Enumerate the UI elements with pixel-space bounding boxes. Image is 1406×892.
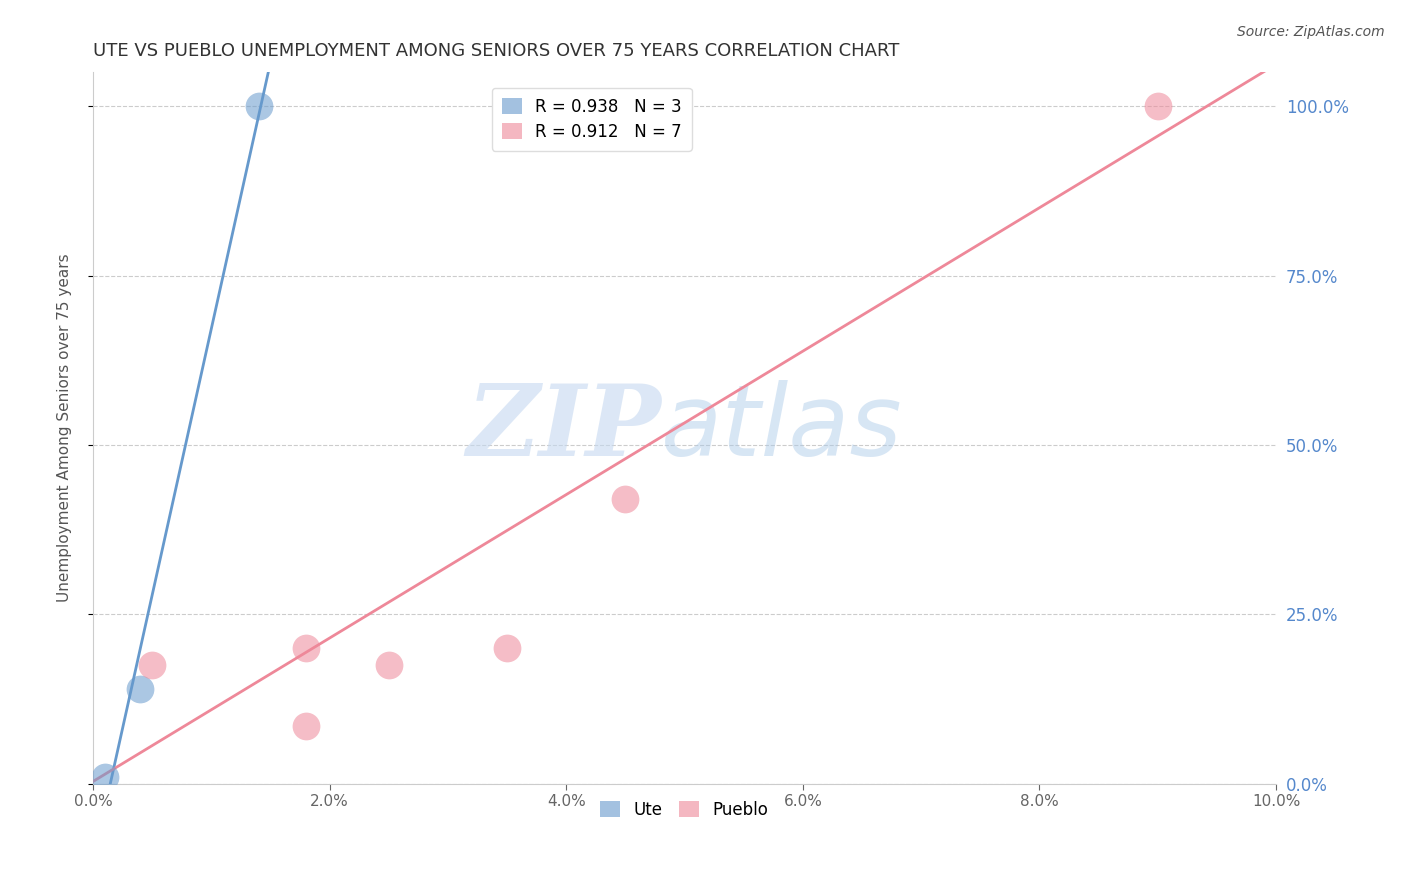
Point (94, 770, 117, 784)
Y-axis label: Unemployment Among Seniors over 75 years: Unemployment Among Seniors over 75 years (58, 253, 72, 602)
Text: ZIP: ZIP (465, 380, 661, 476)
Point (614, 492, 637, 507)
Text: Source: ZipAtlas.com: Source: ZipAtlas.com (1237, 25, 1385, 39)
Point (129, 681, 152, 696)
Point (378, 658, 401, 673)
Point (247, 99, 270, 113)
Point (496, 641, 519, 656)
Legend: Ute, Pueblo: Ute, Pueblo (593, 794, 775, 825)
Text: UTE VS PUEBLO UNEMPLOYMENT AMONG SENIORS OVER 75 YEARS CORRELATION CHART: UTE VS PUEBLO UNEMPLOYMENT AMONG SENIORS… (93, 42, 900, 60)
Text: atlas: atlas (661, 380, 903, 476)
Point (295, 641, 318, 656)
Point (295, 719, 318, 733)
Point (141, 658, 163, 673)
Point (1146, 99, 1168, 113)
